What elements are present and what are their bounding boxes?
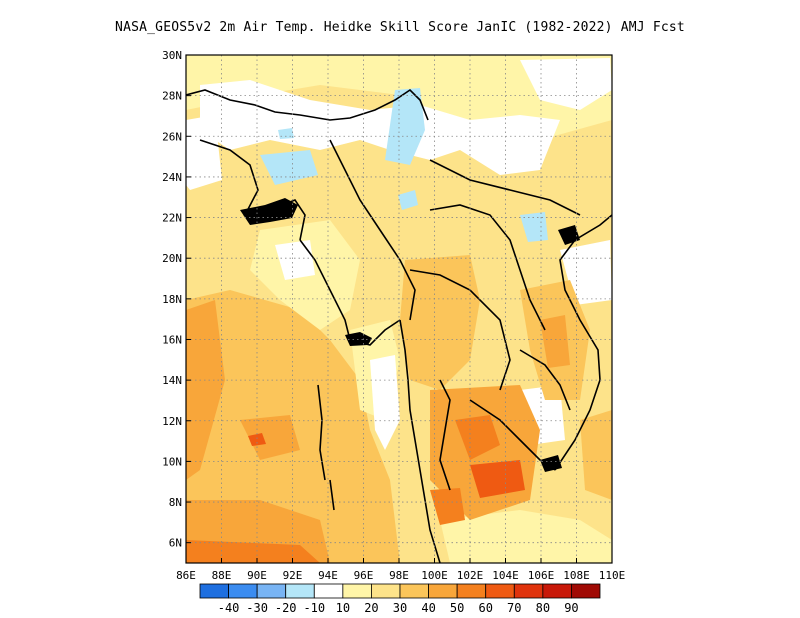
lon-tick-label: 108E	[563, 569, 590, 582]
lon-tick-label: 104E	[492, 569, 519, 582]
lat-tick-label: 28N	[162, 90, 182, 103]
field-cambodia-red-1	[455, 415, 500, 460]
lon-tick-label: 90E	[247, 569, 267, 582]
border-thailand-laos	[409, 269, 511, 391]
lat-tick-label: 16N	[162, 333, 182, 346]
colorbar-swatch-4	[313, 583, 344, 599]
colorbar-label: -20	[275, 601, 297, 615]
colorbar-swatch-1	[228, 583, 258, 599]
field-blue-bangladesh	[260, 150, 318, 185]
colorbar-swatch-11	[513, 583, 544, 599]
colorbar-swatch-10	[485, 583, 515, 599]
coast-vietnam	[554, 214, 612, 471]
colorbar-swatch-7	[399, 583, 429, 599]
lon-tick-label: 96E	[354, 569, 374, 582]
field-myanmar-white	[275, 240, 315, 280]
lat-tick-label: 30N	[162, 49, 182, 62]
lat-tick-label: 22N	[162, 212, 182, 225]
colorbar-swatch-6	[371, 583, 401, 599]
border-china	[429, 159, 581, 216]
field-west-white	[186, 115, 222, 190]
delta-irrawaddy	[345, 332, 372, 346]
lon-tick-label: 88E	[212, 569, 232, 582]
coast-myanmar-west	[299, 239, 401, 346]
field-vietnam-dark	[540, 315, 570, 368]
colorbar-label: 60	[478, 601, 492, 615]
field-blue-small-2	[398, 190, 418, 210]
latitude-ticks: 6N 8N 10N 12N 14N 16N 18N 20N 22N 24N 26N 28N 30N	[162, 49, 191, 550]
coast-peninsula	[399, 319, 441, 563]
field-peninsula-red	[430, 488, 465, 525]
map-title: NASA_GEOS5v2 2m Air Temp. Heidke Skill S…	[115, 20, 685, 35]
field-north-white	[200, 80, 560, 175]
coast-gulf-thailand	[439, 379, 451, 491]
lat-tick-label: 8N	[169, 496, 182, 509]
colorbar-label: 50	[450, 601, 464, 615]
lat-tick-label: 20N	[162, 252, 182, 265]
colorbar: -40 -30 -20 -10 10 20 30 40 50 60 70 80 90	[199, 583, 601, 615]
delta-detail	[240, 198, 580, 472]
colorbar-swatch-13	[571, 583, 601, 599]
colorbar-label: 20	[364, 601, 378, 615]
border-laos	[429, 204, 546, 331]
border-myanmar-thailand	[329, 139, 416, 321]
colorbar-label: -10	[303, 601, 325, 615]
lon-tick-label: 86E	[176, 569, 196, 582]
lat-tick-label: 12N	[162, 415, 182, 428]
border-vietnam-inner	[519, 349, 571, 411]
lat-tick-label: 18N	[162, 293, 182, 306]
lat-tick-label: 24N	[162, 171, 182, 184]
lon-tick-label: 102E	[457, 569, 484, 582]
colorbar-swatch-5	[342, 583, 372, 599]
field-west-strip	[186, 300, 225, 480]
field-coast-white	[370, 355, 400, 450]
lon-tick-label: 106E	[528, 569, 555, 582]
border-andaman-1	[317, 384, 326, 481]
colorbar-swatch-2	[256, 583, 287, 599]
delta-mekong	[540, 455, 562, 472]
colorbar-label: 10	[336, 601, 350, 615]
colorbar-label: -40	[218, 601, 240, 615]
colorbar-label: 80	[536, 601, 550, 615]
lon-tick-label: 92E	[283, 569, 303, 582]
colorbar-swatch-8	[428, 583, 458, 599]
colorbar-swatch-9	[456, 583, 487, 599]
lon-tick-label: 110E	[599, 569, 626, 582]
field-northeast-white	[520, 58, 612, 110]
field-south-darker	[186, 540, 320, 563]
lat-tick-label: 26N	[162, 130, 182, 143]
colorbar-swatch-3	[285, 583, 315, 599]
colorbar-label: 40	[421, 601, 435, 615]
skill-field	[186, 55, 612, 563]
field-east-orange	[580, 410, 612, 500]
lon-tick-label: 94E	[318, 569, 338, 582]
field-red-spot	[248, 433, 266, 446]
field-andaman-patch	[240, 415, 300, 460]
border-andaman-2	[329, 479, 335, 511]
coast-india-north	[186, 88, 429, 121]
field-thailand-orange	[400, 255, 480, 390]
delta-sundarbans	[240, 198, 298, 225]
lat-tick-label: 14N	[162, 374, 182, 387]
colorbar-label: 70	[507, 601, 521, 615]
lat-tick-label: 10N	[162, 455, 182, 468]
field-gulf-pale	[440, 510, 612, 563]
field-cambodia-red-2	[470, 460, 525, 498]
colorbar-swatch-0	[199, 583, 229, 599]
colorbar-label: -30	[246, 601, 268, 615]
colorbar-swatch-12	[542, 583, 572, 599]
lon-tick-label: 100E	[421, 569, 448, 582]
lat-tick-label: 6N	[169, 537, 182, 550]
field-blue-laos	[520, 212, 548, 242]
colorbar-label: 30	[393, 601, 407, 615]
red-river-delta	[558, 225, 580, 245]
colorbar-label: 90	[564, 601, 578, 615]
longitude-ticks: 86E 88E 90E 92E 94E 96E 98E 100E 102E 104E 106E 108…	[176, 558, 625, 582]
field-blue-tibet	[385, 88, 425, 165]
lon-tick-label: 98E	[389, 569, 409, 582]
